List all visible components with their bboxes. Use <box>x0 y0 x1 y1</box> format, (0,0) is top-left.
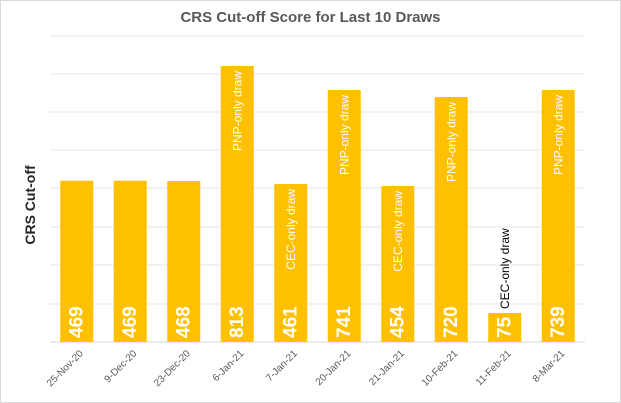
bar-2 <box>167 181 201 342</box>
data-label-8: 75 <box>494 316 515 338</box>
bar-6 <box>381 186 415 342</box>
x-tick-label-4: 7-Jan-21 <box>264 348 300 384</box>
annotation-4: CEC-only draw <box>284 189 298 270</box>
data-label-6: 454 <box>387 306 408 338</box>
bar-9 <box>541 90 575 342</box>
chart-title: CRS Cut-off Score for Last 10 Draws <box>180 9 441 26</box>
bar-7 <box>434 97 468 342</box>
x-tick-label-7: 10-Feb-21 <box>420 348 461 389</box>
bar-4 <box>274 184 308 342</box>
data-label-1: 469 <box>120 306 141 338</box>
x-tick-label-6: 21-Jan-21 <box>367 348 407 388</box>
annotation-8: CEC-only draw <box>498 228 512 309</box>
bar-5 <box>327 90 361 342</box>
bar-1 <box>113 180 147 342</box>
data-label-2: 468 <box>173 306 194 338</box>
annotation-7: PNP-only draw <box>444 102 458 182</box>
annotation-3: PNP-only draw <box>230 71 244 151</box>
data-label-7: 720 <box>441 306 462 338</box>
bar-8 <box>488 313 522 342</box>
x-tick-label-8: 11-Feb-21 <box>474 348 514 388</box>
data-label-3: 813 <box>227 306 248 338</box>
bar-0 <box>60 180 94 342</box>
bar-3 <box>220 66 254 342</box>
data-label-4: 461 <box>280 306 301 338</box>
x-tick-label-9: 8-Mar-21 <box>531 348 568 385</box>
x-tick-label-3: 6-Jan-21 <box>211 348 247 384</box>
annotation-6: CEC-only draw <box>391 191 405 272</box>
x-tick-label-5: 20-Jan-21 <box>314 348 354 388</box>
data-label-5: 741 <box>334 306 355 338</box>
x-tick-label-1: 9-Dec-20 <box>103 348 140 385</box>
annotation-9: PNP-only draw <box>551 95 565 175</box>
x-tick-label-0: 25-Nov-20 <box>45 348 86 389</box>
data-label-9: 739 <box>548 306 569 338</box>
x-tick-label-2: 23-Dec-20 <box>152 348 193 389</box>
annotation-5: PNP-only draw <box>337 95 351 175</box>
data-label-0: 469 <box>66 306 87 338</box>
